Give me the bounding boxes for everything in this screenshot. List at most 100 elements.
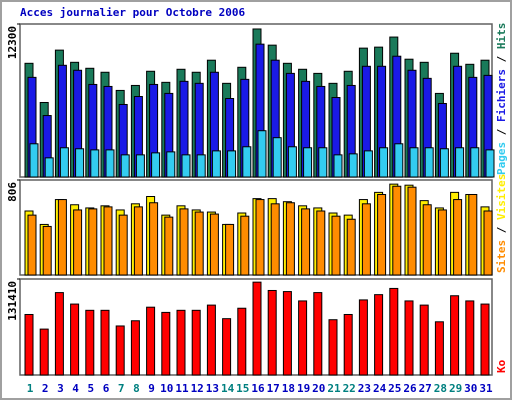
x-tick-label: 22: [343, 382, 356, 395]
legend-entry: Hits: [495, 23, 508, 50]
bar: [100, 309, 110, 376]
x-tick-label: 15: [236, 382, 249, 395]
legend-entry: Pages: [495, 142, 508, 175]
bar: [267, 289, 277, 376]
legend-entry: Fichiers: [495, 69, 508, 122]
bar: [27, 214, 37, 276]
bar: [73, 209, 83, 276]
x-tick-label: 10: [160, 382, 173, 395]
bar: [130, 320, 140, 376]
legend-entry: Sites: [495, 240, 508, 273]
bar: [287, 146, 297, 178]
bar: [285, 202, 295, 276]
x-tick-label: 9: [148, 382, 155, 395]
x-tick-label: 7: [118, 382, 125, 395]
legend: Sites / Visites: [495, 174, 508, 273]
bar: [240, 215, 250, 276]
x-tick-label: 27: [419, 382, 432, 395]
x-tick-label: 31: [479, 382, 493, 395]
bar: [343, 313, 353, 376]
bar: [377, 193, 387, 276]
bar: [105, 149, 115, 178]
bar: [389, 287, 399, 376]
bar: [222, 318, 232, 376]
bar: [480, 303, 490, 376]
bar: [379, 147, 389, 178]
bar: [374, 294, 384, 376]
bar: [42, 225, 52, 276]
bar: [227, 150, 237, 178]
x-tick-label: 23: [358, 382, 371, 395]
bar: [85, 309, 95, 376]
bar: [44, 157, 54, 178]
y-tick-label: 131410: [6, 281, 19, 321]
x-tick-label: 17: [267, 382, 280, 395]
bar: [437, 209, 447, 276]
x-tick-label: 26: [403, 382, 417, 395]
x-tick-label: 16: [251, 382, 265, 395]
x-tick-label: 24: [373, 382, 387, 395]
bar: [151, 152, 161, 178]
x-tick-label: 21: [327, 382, 341, 395]
bar: [120, 154, 130, 178]
y-tick-label: 12300: [6, 26, 19, 59]
bar: [181, 154, 191, 178]
legend-separator: /: [495, 49, 508, 69]
bar: [272, 137, 282, 178]
x-tick-label: 3: [57, 382, 64, 395]
bar: [313, 292, 323, 376]
bar: [225, 223, 235, 276]
bar: [361, 203, 371, 276]
bar: [149, 202, 159, 276]
bar: [301, 208, 311, 276]
bar: [75, 148, 85, 178]
bar: [282, 291, 292, 376]
bar: [59, 147, 69, 178]
bar: [191, 309, 201, 376]
bar: [161, 311, 171, 376]
bar: [404, 300, 414, 376]
x-tick-label: 5: [87, 382, 94, 395]
x-tick-label: 25: [388, 382, 401, 395]
bar: [419, 304, 429, 376]
bar: [255, 199, 265, 276]
bar: [29, 143, 39, 178]
bar: [70, 303, 80, 376]
bar: [57, 199, 67, 276]
bar: [455, 147, 465, 178]
x-tick-label: 20: [312, 382, 325, 395]
x-tick-label: 30: [464, 382, 477, 395]
x-tick-label: 1: [27, 382, 34, 395]
bar: [206, 304, 216, 376]
bar: [211, 150, 221, 178]
bar: [54, 292, 64, 376]
bar: [242, 146, 252, 178]
bar: [196, 154, 206, 178]
x-tick-label: 28: [434, 382, 447, 395]
bar: [434, 321, 444, 376]
x-tick-label: 8: [133, 382, 140, 395]
bar: [468, 193, 478, 276]
x-tick-label: 2: [42, 382, 49, 395]
y-tick-label: 806: [6, 182, 19, 202]
bar: [135, 154, 145, 178]
x-tick-label: 11: [175, 382, 189, 395]
bar: [424, 147, 434, 178]
bar: [450, 295, 460, 376]
bar: [485, 149, 495, 178]
bar: [331, 215, 341, 276]
bar: [194, 211, 204, 276]
bar: [333, 154, 343, 178]
bar: [298, 300, 308, 376]
bar: [257, 130, 267, 178]
bar: [453, 199, 463, 276]
bar: [209, 213, 219, 276]
x-tick-label: 12: [191, 382, 204, 395]
bar: [303, 147, 313, 178]
x-tick-label: 19: [297, 382, 310, 395]
legend: Pages / Fichiers / Hits: [495, 23, 508, 175]
x-tick-label: 18: [282, 382, 295, 395]
chart-title: Acces journalier pour Octobre 2006: [20, 6, 246, 19]
bar: [422, 204, 432, 276]
